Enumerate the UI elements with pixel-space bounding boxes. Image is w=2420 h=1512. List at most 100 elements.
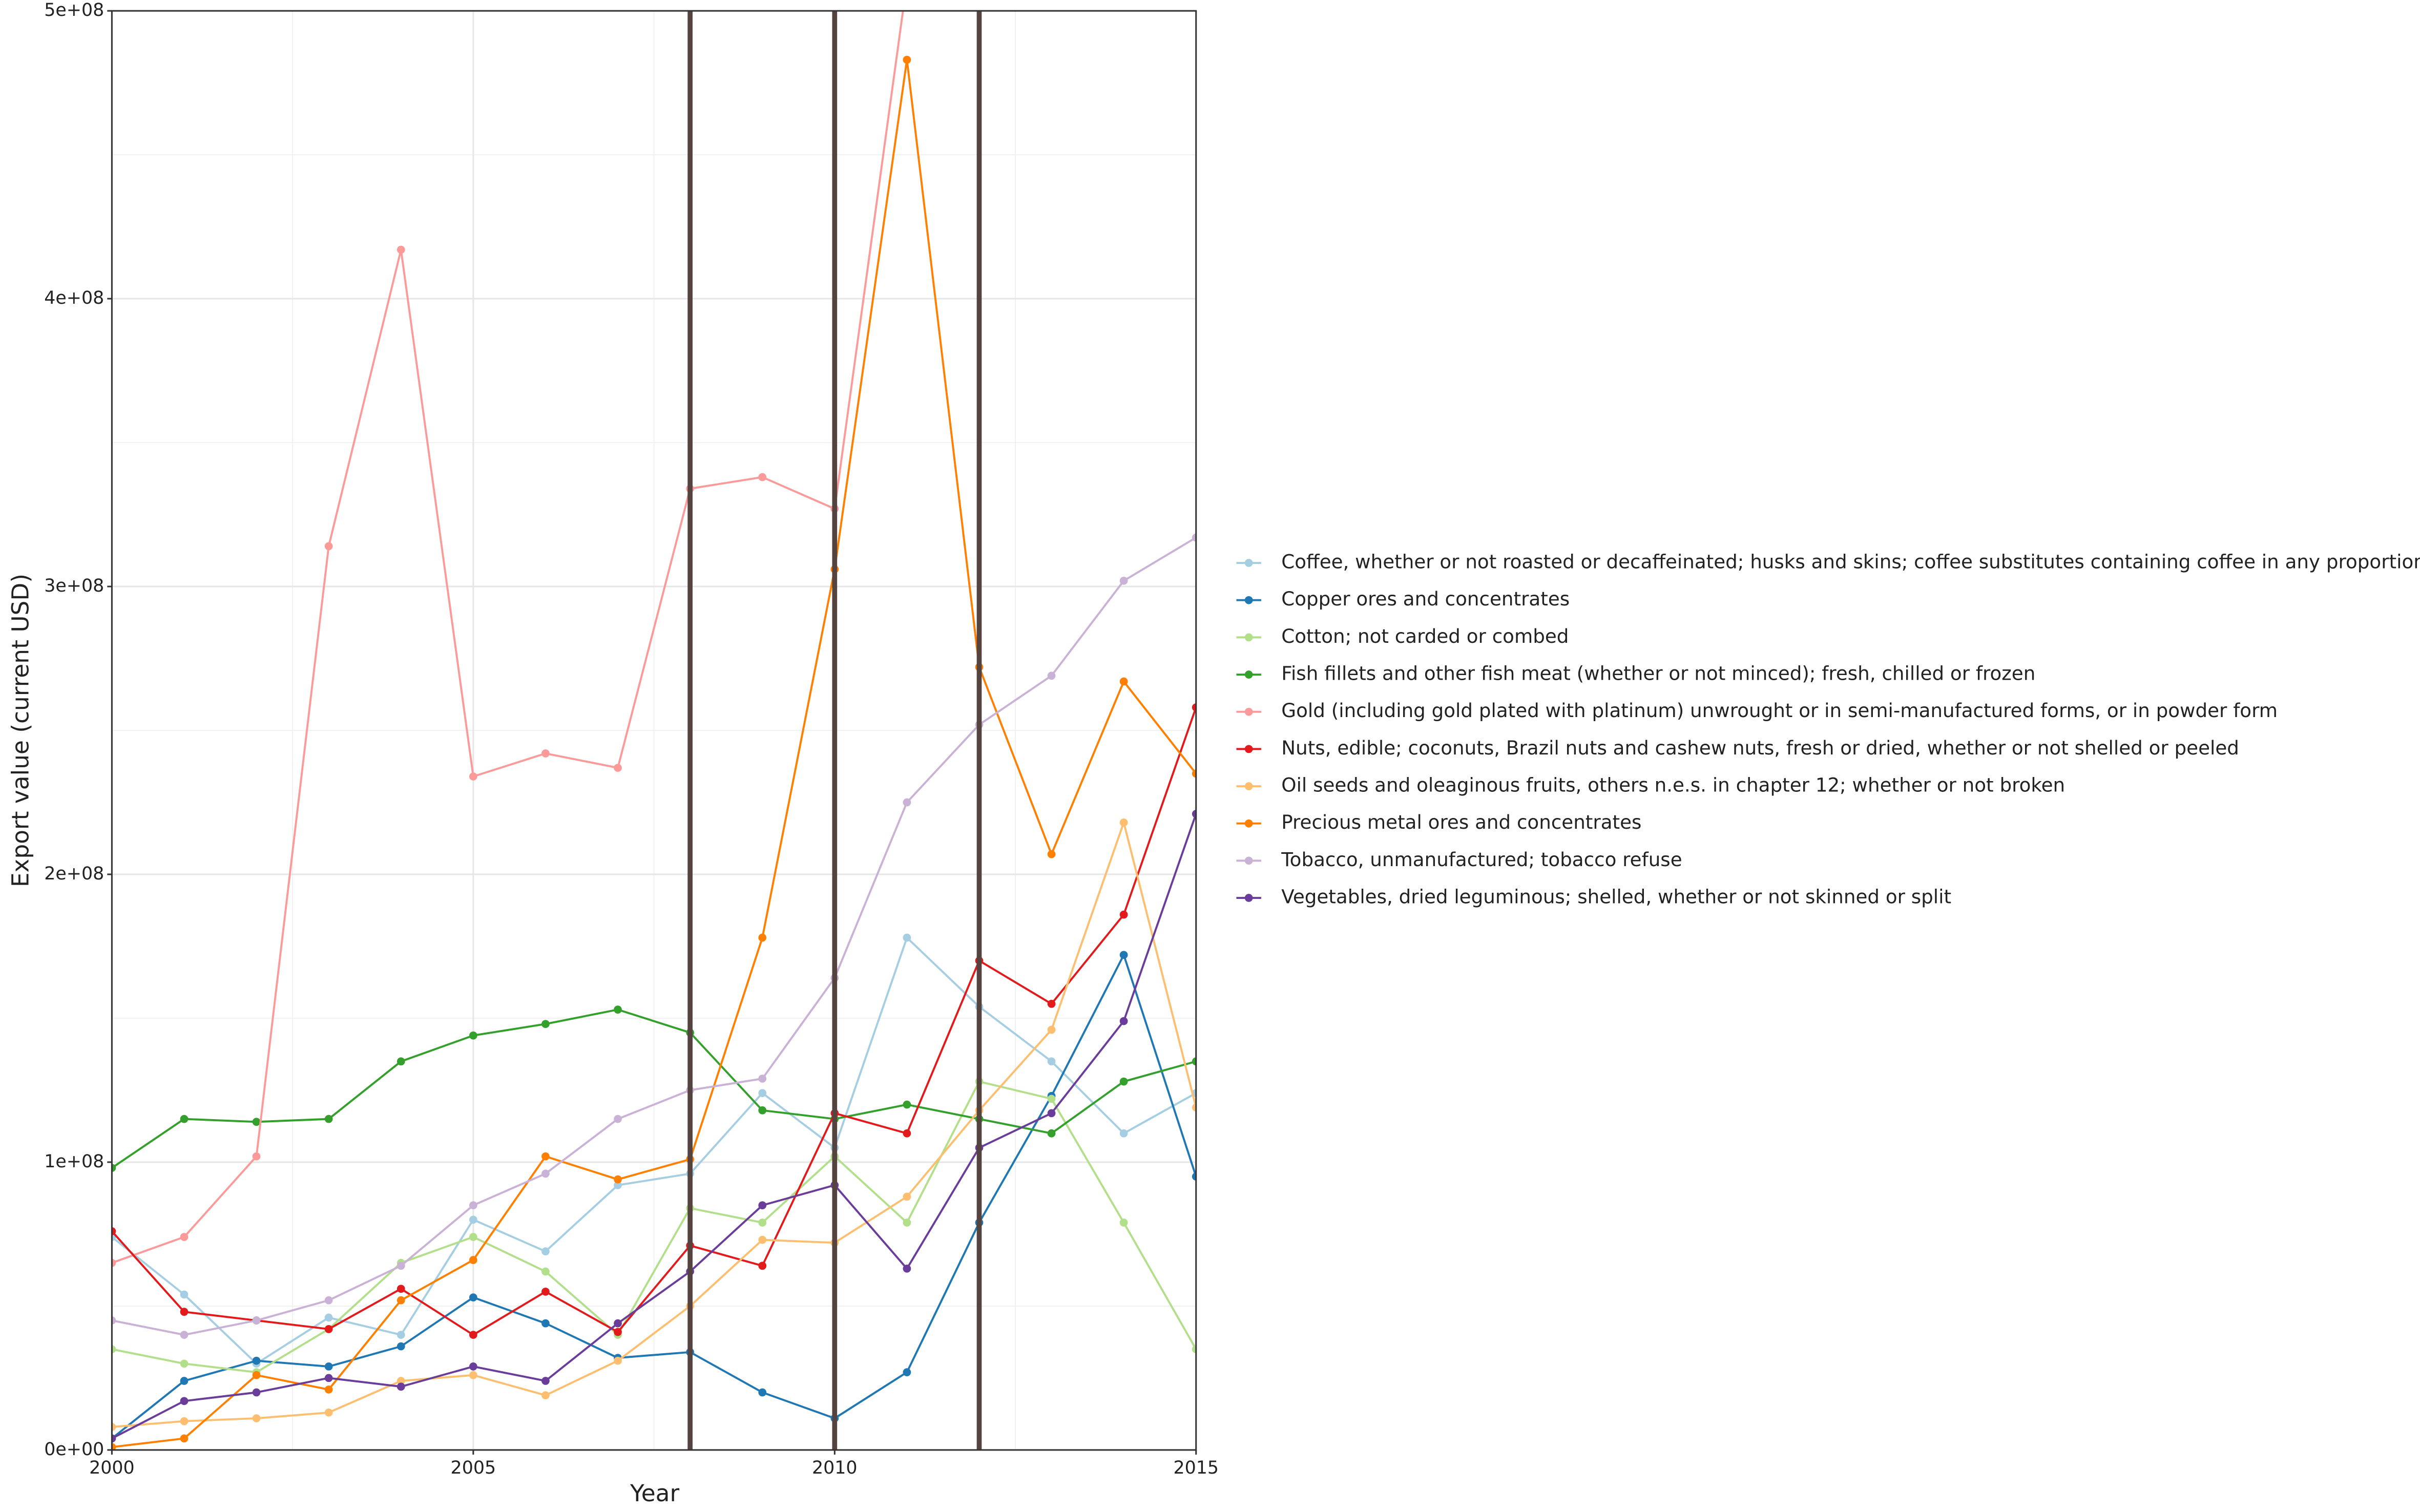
data-point <box>1119 1077 1128 1086</box>
y-tick-label: 1e+08 <box>44 1151 104 1172</box>
data-point <box>758 1262 767 1270</box>
data-point <box>252 1152 261 1161</box>
data-point <box>1119 1017 1128 1025</box>
plot-border <box>111 10 1197 1451</box>
data-point <box>1119 1129 1128 1138</box>
data-point <box>903 933 911 942</box>
series-line <box>112 536 1196 1336</box>
data-point <box>1119 677 1128 686</box>
series-line <box>112 1080 1196 1374</box>
data-point <box>252 1356 261 1365</box>
data-point <box>324 1313 333 1322</box>
data-point <box>541 1267 550 1276</box>
data-point <box>397 1285 405 1293</box>
data-point <box>180 1331 189 1339</box>
data-point <box>324 1296 333 1305</box>
data-point <box>324 1408 333 1417</box>
data-point <box>180 1397 189 1405</box>
data-point <box>1047 1025 1056 1034</box>
data-point <box>1192 1057 1196 1066</box>
data-point <box>252 1388 261 1397</box>
data-point <box>1119 951 1128 959</box>
data-point <box>541 749 550 758</box>
data-point <box>1192 810 1196 818</box>
data-point <box>252 1118 261 1126</box>
series-line <box>112 59 1196 1448</box>
data-point <box>758 1388 767 1397</box>
y-tick-label: 0e+00 <box>44 1439 104 1460</box>
data-point <box>1047 671 1056 680</box>
data-point <box>903 55 911 64</box>
data-point <box>1192 1172 1196 1181</box>
data-point <box>541 1020 550 1028</box>
legend-key-point <box>1244 782 1253 790</box>
data-point <box>469 1371 477 1379</box>
data-point <box>112 1434 116 1443</box>
data-point <box>1119 818 1128 827</box>
data-point <box>112 1443 116 1450</box>
data-point <box>758 1219 767 1227</box>
data-point <box>1192 1345 1196 1354</box>
data-point <box>758 1089 767 1097</box>
data-point <box>758 1075 767 1083</box>
data-point <box>469 1233 477 1241</box>
series-line <box>112 952 1196 1439</box>
y-tick-label: 5e+08 <box>44 0 104 20</box>
data-point <box>112 1423 116 1431</box>
data-point <box>541 1391 550 1399</box>
legend-label: Copper ores and concentrates <box>1281 587 1570 610</box>
legend-key-point <box>1244 894 1253 902</box>
data-point <box>903 1129 911 1138</box>
data-point <box>397 1262 405 1270</box>
data-point <box>1192 1103 1196 1112</box>
data-point <box>614 1319 622 1328</box>
data-point <box>324 1385 333 1394</box>
data-point <box>903 1100 911 1109</box>
data-point <box>758 933 767 942</box>
legend-label: Fish fillets and other fish meat (whethe… <box>1281 662 2035 685</box>
legend-label: Precious metal ores and concentrates <box>1281 811 1641 833</box>
data-point <box>541 1377 550 1385</box>
data-point <box>112 1316 116 1325</box>
data-point <box>758 1106 767 1115</box>
data-point <box>469 1293 477 1301</box>
data-point <box>614 1005 622 1014</box>
data-point <box>469 772 477 781</box>
data-point <box>180 1417 189 1425</box>
data-point <box>758 1201 767 1210</box>
data-point <box>397 1057 405 1066</box>
x-tick-label: 2010 <box>812 1458 858 1478</box>
data-point <box>903 1192 911 1201</box>
y-tick-label: 3e+08 <box>44 576 104 596</box>
data-point <box>614 764 622 772</box>
data-point <box>541 1152 550 1161</box>
data-point <box>324 1325 333 1333</box>
data-point <box>112 1345 116 1354</box>
data-point <box>903 1219 911 1227</box>
data-point <box>469 1362 477 1371</box>
y-tick-label: 4e+08 <box>44 288 104 308</box>
data-point <box>180 1377 189 1385</box>
data-point <box>469 1256 477 1264</box>
data-point <box>614 1356 622 1365</box>
x-tick-label: 2000 <box>89 1458 135 1478</box>
axes: 0e+00 1e+08 2e+08 3e+08 4e+08 5e+08 2000 2005 20… <box>44 0 1219 1478</box>
data-point <box>469 1215 477 1224</box>
data-point <box>112 1258 116 1267</box>
data-point <box>903 1264 911 1273</box>
data-point <box>397 1331 405 1339</box>
data-point <box>1047 850 1056 858</box>
data-point <box>397 1377 405 1385</box>
data-point <box>1119 910 1128 919</box>
series-line <box>112 11 904 1264</box>
data-point <box>324 542 333 551</box>
data-point <box>1119 1219 1128 1227</box>
data-point <box>397 1342 405 1351</box>
data-point <box>469 1031 477 1040</box>
data-point <box>324 1362 333 1371</box>
legend-label: Coffee, whether or not roasted or decaff… <box>1281 551 2420 573</box>
data-point <box>1047 1129 1056 1138</box>
data-point <box>541 1169 550 1178</box>
data-point <box>112 1227 116 1235</box>
legend-label: Oil seeds and oleaginous fruits, others … <box>1281 774 2065 796</box>
